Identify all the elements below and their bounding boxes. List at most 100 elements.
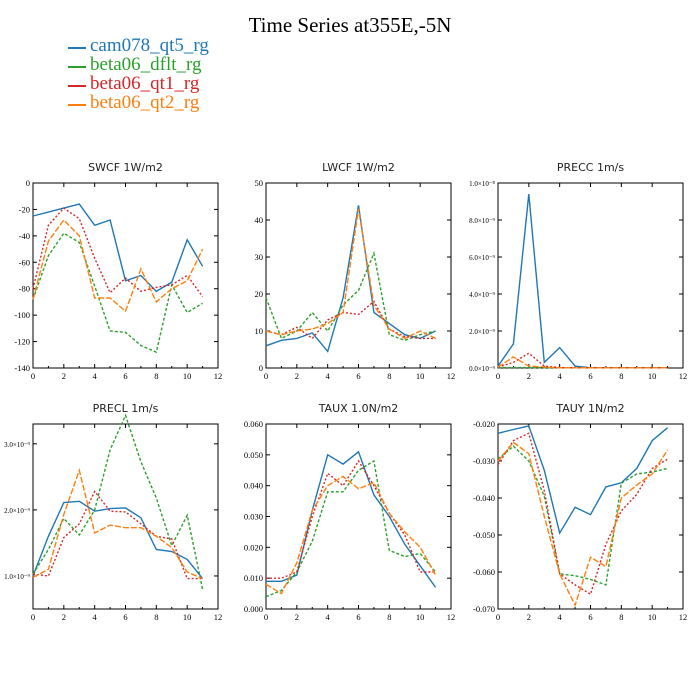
y-tick-label: -80 (19, 284, 30, 294)
y-tick-label: 3.0×10⁻⁹ (4, 441, 30, 449)
x-tick-label: 0 (264, 371, 268, 381)
series-line-beta06_qt1_rg (265, 300, 436, 340)
legend-label: beta06_dflt_rg (90, 54, 202, 75)
panel-title: TAUY 1N/m2 (555, 402, 624, 415)
series-line-beta06_dflt_rg (497, 445, 668, 586)
x-tick-label: 12 (214, 612, 223, 622)
x-tick-label: 8 (619, 371, 623, 381)
y-tick-label: 50 (255, 178, 264, 188)
series-line-beta06_dflt_rg (265, 459, 437, 598)
x-tick-label: 2 (62, 612, 66, 622)
x-tick-label: 6 (356, 612, 360, 622)
x-tick-label: 2 (295, 371, 299, 381)
x-tick-label: 8 (387, 371, 391, 381)
x-tick-label: 12 (214, 371, 223, 381)
series-line-beta06_qt2_rg (32, 467, 203, 580)
legend-label: beta06_qt1_rg (90, 73, 200, 94)
y-tick-label: -140 (14, 363, 30, 373)
y-tick-label: 0.020 (244, 542, 263, 552)
y-tick-label: 1.0×10⁻⁹ (4, 573, 30, 581)
x-tick-label: 6 (588, 371, 592, 381)
series-line-beta06_qt1_rg (32, 490, 203, 580)
chart-panel: SWCF 1W/m2 0 2 4 6 8 10 12 -140 -120 -100 -80 -60 -40… (14, 161, 222, 381)
x-tick-label: 8 (154, 612, 158, 622)
chart-panel: TAUX 1.0N/m2 0 2 4 6 8 10 12 0.000 0.010 0.020 0.03… (244, 402, 455, 622)
legend-swatch (68, 104, 86, 106)
y-tick-label: 0.050 (244, 450, 263, 460)
x-tick-label: 10 (648, 612, 657, 622)
y-tick-label: -60 (19, 257, 30, 267)
x-tick-label: 6 (356, 371, 360, 381)
y-tick-label: 20 (255, 289, 264, 299)
plot-frame (497, 182, 684, 369)
y-tick-label: 4.0×10⁻⁹ (469, 291, 495, 299)
legend-label: cam078_qt5_rg (90, 35, 209, 56)
y-tick-label: -0.030 (473, 456, 495, 466)
y-tick-label: -40 (19, 231, 30, 241)
x-tick-label: 0 (264, 612, 268, 622)
x-tick-label: 10 (183, 612, 192, 622)
series-line-cam078_qt5_rg (32, 203, 204, 293)
x-tick-label: 0 (31, 612, 35, 622)
panel-title: PRECL 1m/s (93, 402, 159, 415)
legend-swatch (68, 47, 86, 49)
x-tick-label: 0 (31, 371, 35, 381)
legend-swatch (68, 85, 86, 87)
x-tick-label: 10 (183, 371, 192, 381)
series-line-beta06_dflt_rg (32, 413, 204, 590)
x-tick-label: 6 (123, 612, 127, 622)
y-tick-label: 0.010 (244, 573, 263, 583)
panel-title: PRECC 1m/s (557, 161, 625, 174)
legend-swatch (68, 66, 86, 68)
series-line-cam078_qt5_rg (265, 205, 436, 353)
chart-panel: PRECC 1m/s 0 2 4 6 8 10 12 0.0×10⁻⁹ 2.0×10⁻⁹ 4.0×1… (469, 161, 687, 381)
y-tick-label: 0.0×10⁻⁹ (469, 365, 495, 373)
x-tick-label: 2 (527, 371, 531, 381)
y-tick-label: 0.060 (244, 419, 263, 429)
series-line-cam078_qt5_rg (266, 450, 437, 588)
x-tick-label: 12 (679, 612, 688, 622)
y-tick-label: -0.060 (473, 567, 495, 577)
y-tick-label: -20 (19, 204, 30, 214)
y-tick-label: -0.020 (473, 419, 495, 429)
y-tick-label: 8.0×10⁻⁹ (469, 217, 495, 225)
y-tick-label: 40 (255, 215, 264, 225)
series-line-beta06_qt2_rg (265, 475, 437, 595)
x-tick-label: 6 (588, 612, 592, 622)
series-line-beta06_qt1_rg (497, 352, 668, 369)
series-line-cam078_qt5_rg (497, 425, 669, 535)
x-tick-label: 10 (416, 371, 425, 381)
series-line-beta06_dflt_rg (265, 250, 436, 342)
x-tick-label: 4 (558, 612, 563, 622)
x-tick-label: 0 (496, 612, 500, 622)
x-tick-label: 10 (416, 612, 425, 622)
x-tick-label: 8 (619, 612, 623, 622)
figure-title: Time Series at355E,-5N (248, 13, 452, 37)
y-tick-label: 2.0×10⁻⁹ (4, 507, 30, 515)
series-line-beta06_qt1_rg (266, 459, 436, 579)
x-tick-label: 10 (648, 371, 657, 381)
x-tick-label: 4 (93, 371, 98, 381)
x-tick-label: 4 (326, 612, 331, 622)
y-tick-label: -0.070 (473, 604, 495, 614)
legend-label: beta06_qt2_rg (90, 92, 200, 113)
chart-panel: TAUY 1N/m2 0 2 4 6 8 10 12 -0.070 -0.060 -0.050 -0.… (473, 402, 687, 622)
y-tick-label: 0.030 (244, 512, 263, 522)
y-tick-label: 30 (255, 252, 264, 262)
y-tick-label: 0 (26, 178, 30, 188)
x-tick-label: 4 (558, 371, 563, 381)
plot-frame (497, 423, 684, 610)
panel-title: TAUX 1.0N/m2 (318, 402, 399, 415)
series-line-beta06_qt2_rg (497, 441, 669, 608)
x-tick-label: 8 (387, 612, 391, 622)
chart-panel: LWCF 1W/m2 0 2 4 6 8 10 12 0 10 20 30 40 50 (255, 161, 456, 381)
x-tick-label: 12 (447, 612, 456, 622)
panel-title: SWCF 1W/m2 (88, 161, 163, 174)
series-line-beta06_qt2_rg (265, 208, 436, 340)
y-tick-label: -0.050 (473, 530, 495, 540)
y-tick-label: 0 (259, 363, 263, 373)
series-line-cam078_qt5_rg (32, 500, 204, 580)
series-line-beta06_qt2_rg (32, 218, 204, 313)
y-tick-label: -120 (14, 337, 30, 347)
